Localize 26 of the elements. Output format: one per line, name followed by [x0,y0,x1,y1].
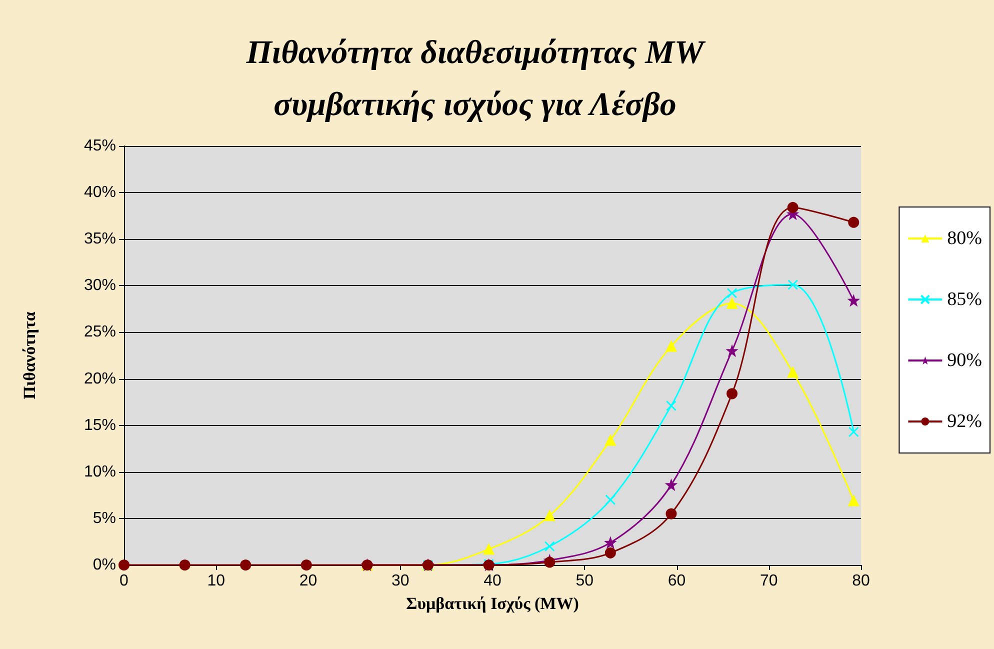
legend-label: 92% [947,411,982,432]
y-tick-label: 30% [84,277,116,294]
chart-title: Πιθανότητα διαθεσιμότητας MW συμβατικής ισχύος για Λέσβο [245,35,706,123]
x-tick-label: 80 [852,572,870,590]
legend-label: 85% [947,289,982,310]
legend-label: 90% [947,350,982,371]
x-axis-title: Συμβατική Ισχύς (MW) [406,594,579,613]
y-tick-label: 35% [84,230,116,248]
x-tick-label: 0 [120,572,129,590]
x-tick-label: 20 [299,572,318,590]
y-tick-label: 20% [84,370,116,388]
x-tick-label: 50 [576,572,594,590]
x-tick-label: 60 [668,572,686,590]
x-tick-label: 40 [484,572,502,590]
y-tick-label: 10% [84,463,116,480]
x-tick-label: 10 [207,572,226,590]
y-tick-label: 40% [84,184,116,202]
y-tick-label: 0% [92,556,116,574]
y-tick-label: 45% [84,138,116,154]
x-tick-label: 70 [760,572,778,590]
y-tick-label: 25% [84,324,116,341]
y-tick-label: 15% [84,416,116,434]
y-tick-label: 5% [92,510,116,527]
x-tick-label: 30 [391,572,410,590]
legend-label: 80% [947,228,982,249]
y-axis-title: Πιθανότητα [20,311,39,400]
